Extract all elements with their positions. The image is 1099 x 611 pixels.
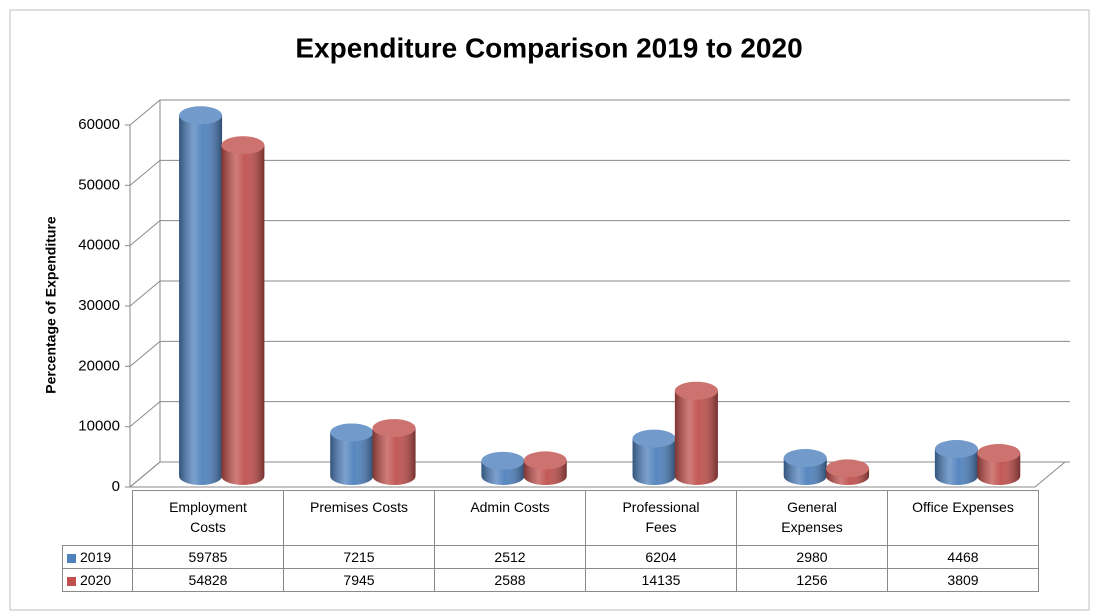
grid-line (129, 280, 1070, 307)
cylinder-top-light (179, 106, 223, 125)
cylinder-top (372, 419, 416, 438)
y-tick-label: 30000 (78, 297, 120, 314)
cylinder-top (632, 429, 676, 448)
grid-line (129, 159, 1070, 186)
value-cell: 54828 (132, 568, 284, 592)
cylinder (221, 136, 265, 485)
table-header-row: Employment Costs Premises Costs Admin Cost… (63, 490, 1039, 546)
grid-line (129, 340, 1070, 367)
value-cell: 3809 (887, 568, 1039, 592)
category-cell: Admin Costs (434, 490, 586, 546)
grid-line (129, 99, 1070, 126)
y-tick-label: 40000 (78, 237, 120, 254)
grid-line (129, 401, 1070, 428)
legend-cell: 2020 (62, 568, 133, 592)
cylinder-top (179, 106, 223, 125)
cylinder-top (826, 459, 870, 478)
cylinder-top-light (523, 451, 567, 470)
cylinder (179, 106, 223, 485)
cylinder-top-light (481, 451, 525, 470)
grid-line (129, 461, 1070, 488)
cylinder-top (221, 136, 265, 155)
cylinder-top-light (826, 459, 870, 478)
y-tick-label: 60000 (78, 116, 120, 133)
cylinder-top-light (783, 449, 827, 468)
cylinder-shade (179, 115, 223, 485)
cylinder-shade (934, 449, 978, 485)
y-axis-title: Percentage of Expenditure (43, 216, 59, 394)
cylinder-top (481, 451, 525, 470)
value-cell: 4468 (887, 545, 1039, 569)
category-cell: Premises Costs (283, 490, 435, 546)
category-label: General Expenses (781, 499, 843, 535)
cylinder (674, 381, 718, 485)
value-cell: 59785 (132, 545, 284, 569)
cylinder (783, 449, 827, 485)
table-corner (63, 491, 133, 546)
category-label: Professional Fees (622, 499, 700, 535)
legend-label: 2020 (80, 572, 112, 588)
category-label: Employment Costs (169, 499, 247, 535)
floor (128, 461, 1067, 488)
cylinder-top-light (632, 429, 676, 448)
category-label: Premises Costs (309, 499, 409, 515)
chart-title: Expenditure Comparison 2019 to 2020 (295, 32, 802, 63)
cylinder (977, 444, 1021, 485)
cylinder-shade (330, 432, 374, 485)
value-cell: 2980 (736, 545, 888, 569)
y-tick-label: 50000 (78, 176, 120, 193)
value-cell: 2588 (434, 568, 586, 592)
category-cell: General Expenses (736, 490, 888, 546)
cylinder-shade (977, 453, 1021, 485)
cylinder-top (523, 451, 567, 470)
legend-swatch (67, 576, 76, 586)
category-label: Office Expenses (912, 499, 1014, 515)
legend-cell: 2019 (62, 545, 133, 569)
cylinder-top (977, 444, 1021, 463)
category-cell: Office Expenses (887, 490, 1039, 546)
legend-label: 2019 (80, 549, 112, 565)
category-cell: Professional Fees (585, 490, 737, 546)
cylinder (481, 451, 525, 485)
cylinder-top-light (977, 444, 1021, 463)
cylinder-top (330, 423, 374, 442)
value-cell: 7215 (283, 545, 435, 569)
cylinder (934, 440, 978, 485)
legend-swatch (67, 553, 76, 563)
value-cell: 1256 (736, 568, 888, 592)
cylinder-top-light (330, 423, 374, 442)
cylinder (372, 419, 416, 485)
cylinder-shade (674, 390, 718, 485)
cylinder-top (783, 449, 827, 468)
cylinder-top-light (934, 440, 978, 459)
cylinder-shade (221, 145, 265, 485)
y-tick-label: 10000 (78, 418, 120, 435)
category-cell: Employment Costs (132, 490, 284, 546)
cylinder-top (934, 440, 978, 459)
cylinder (826, 459, 870, 485)
category-label: Admin Costs (470, 499, 550, 515)
value-cell: 7945 (283, 568, 435, 592)
cylinder-top-light (372, 419, 416, 438)
value-cell: 14135 (585, 568, 737, 592)
value-cell: 2512 (434, 545, 586, 569)
cylinder (632, 429, 676, 485)
cylinder-top-light (674, 381, 718, 400)
cylinder-shade (372, 428, 416, 485)
cylinder (523, 451, 567, 485)
cylinder-shade (632, 438, 676, 485)
cylinder-top-light (221, 136, 265, 155)
y-tick-label: 0 (112, 478, 120, 495)
cylinder (330, 423, 374, 485)
cylinder-top (674, 381, 718, 400)
y-tick-label: 20000 (78, 357, 120, 374)
data-table: Employment Costs Premises Costs Admin Cost… (62, 490, 1039, 592)
table-row: 2020 54828 7945 2588 14135 1256 3809 (62, 568, 1039, 592)
grid-line (129, 220, 1070, 247)
table-row: 2019 59785 7215 2512 6204 2980 4468 (62, 545, 1039, 569)
value-cell: 6204 (585, 545, 737, 569)
